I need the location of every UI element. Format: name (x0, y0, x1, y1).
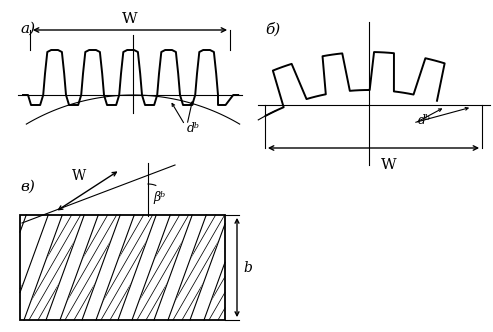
Text: dᵇ: dᵇ (418, 114, 431, 126)
Text: W: W (122, 12, 138, 26)
Text: W: W (72, 169, 87, 183)
Bar (20, 215, 225, 320)
Text: dᵇ: dᵇ (187, 122, 200, 134)
Text: W: W (381, 158, 396, 172)
Text: а): а) (20, 22, 35, 36)
Text: βᵇ: βᵇ (153, 192, 165, 205)
Text: в): в) (20, 180, 35, 194)
Text: б): б) (265, 22, 280, 36)
Text: b: b (243, 261, 252, 275)
